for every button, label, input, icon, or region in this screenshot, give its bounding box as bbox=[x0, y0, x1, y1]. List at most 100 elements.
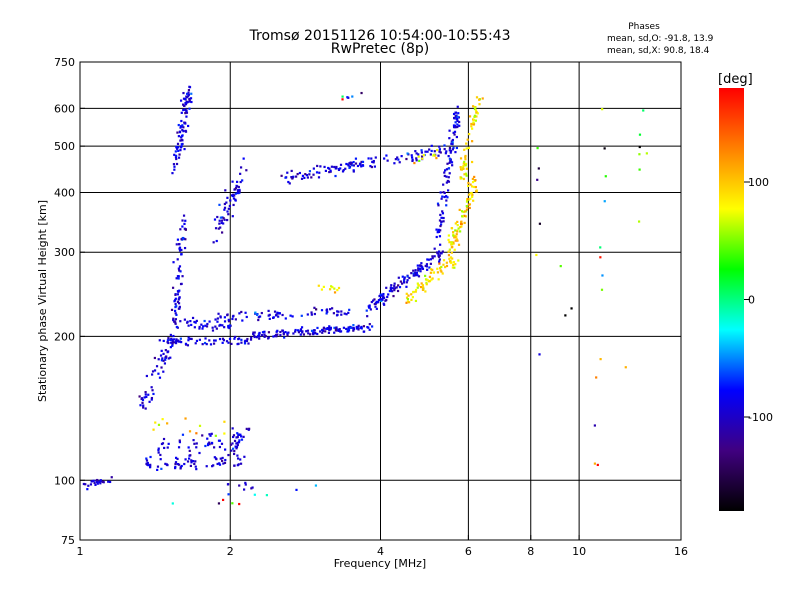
data-point bbox=[441, 250, 444, 253]
data-point bbox=[459, 177, 462, 180]
data-point bbox=[428, 266, 431, 269]
data-point bbox=[466, 138, 469, 141]
data-point bbox=[171, 344, 174, 347]
data-point bbox=[352, 160, 355, 164]
data-point bbox=[451, 143, 454, 146]
data-point bbox=[159, 453, 162, 457]
data-point bbox=[386, 295, 389, 299]
data-point bbox=[454, 121, 457, 124]
data-point bbox=[180, 143, 183, 146]
data-point bbox=[294, 330, 297, 333]
data-point bbox=[194, 460, 197, 463]
chart-title: Tromsø 20151126 10:54:00-10:55:43 bbox=[249, 28, 511, 44]
data-point bbox=[254, 311, 257, 314]
data-point bbox=[288, 182, 291, 185]
data-point bbox=[257, 316, 260, 319]
data-point bbox=[238, 188, 241, 192]
data-point bbox=[333, 165, 336, 169]
data-point bbox=[465, 200, 469, 203]
data-point bbox=[456, 123, 459, 126]
data-point bbox=[141, 401, 144, 404]
data-point bbox=[436, 202, 440, 205]
data-point bbox=[411, 296, 415, 299]
data-point bbox=[424, 290, 427, 293]
data-point bbox=[439, 269, 442, 272]
data-point bbox=[318, 171, 321, 174]
data-point bbox=[253, 334, 256, 337]
data-point bbox=[157, 423, 161, 426]
data-point bbox=[406, 298, 410, 301]
data-point bbox=[174, 321, 177, 324]
data-point bbox=[205, 343, 208, 346]
data-point bbox=[268, 313, 271, 316]
data-point bbox=[361, 160, 365, 163]
x-tick-label: 8 bbox=[527, 545, 534, 558]
data-point bbox=[328, 288, 332, 291]
data-point bbox=[445, 175, 448, 178]
data-point bbox=[431, 277, 434, 280]
data-point bbox=[182, 91, 185, 95]
data-point bbox=[162, 352, 165, 355]
data-point bbox=[352, 326, 355, 330]
data-point bbox=[462, 177, 465, 181]
data-point bbox=[204, 337, 207, 340]
data-point bbox=[442, 191, 445, 194]
data-point bbox=[205, 325, 209, 328]
data-point bbox=[98, 480, 101, 484]
data-point bbox=[453, 117, 456, 120]
data-point bbox=[237, 337, 240, 341]
data-point bbox=[172, 317, 175, 320]
data-point bbox=[171, 341, 174, 344]
data-point bbox=[439, 266, 442, 270]
data-point bbox=[147, 464, 150, 467]
data-point bbox=[455, 233, 458, 236]
data-point bbox=[328, 326, 331, 330]
data-point bbox=[412, 274, 415, 277]
data-point bbox=[422, 287, 425, 290]
data-point bbox=[436, 252, 439, 255]
data-point bbox=[436, 267, 439, 270]
data-point bbox=[257, 333, 260, 336]
data-point bbox=[257, 318, 260, 322]
data-point bbox=[398, 161, 401, 164]
data-point bbox=[183, 246, 187, 250]
data-point bbox=[443, 144, 446, 147]
data-point bbox=[233, 464, 236, 467]
data-point bbox=[235, 445, 239, 449]
data-point bbox=[599, 358, 602, 361]
data-point bbox=[426, 150, 429, 153]
data-point bbox=[157, 449, 160, 452]
data-point bbox=[171, 502, 174, 505]
data-point bbox=[348, 162, 351, 165]
data-point bbox=[169, 338, 172, 341]
data-point bbox=[337, 286, 341, 290]
data-point bbox=[431, 255, 434, 258]
data-point bbox=[478, 103, 481, 106]
data-point bbox=[472, 118, 476, 122]
data-point bbox=[239, 180, 242, 184]
data-point bbox=[274, 314, 278, 317]
data-point bbox=[448, 137, 451, 140]
data-point bbox=[412, 272, 415, 275]
data-point bbox=[175, 157, 178, 161]
data-point bbox=[645, 152, 648, 155]
data-point bbox=[272, 335, 275, 338]
data-point bbox=[339, 167, 342, 170]
data-point bbox=[449, 256, 453, 259]
data-point bbox=[424, 150, 427, 153]
data-point bbox=[457, 243, 461, 246]
data-point bbox=[401, 275, 404, 278]
data-point bbox=[240, 338, 243, 341]
data-point bbox=[445, 261, 448, 264]
data-point bbox=[465, 147, 468, 150]
data-point bbox=[475, 96, 479, 99]
data-point bbox=[221, 341, 224, 344]
data-point bbox=[206, 322, 209, 326]
data-point bbox=[410, 298, 413, 301]
data-point bbox=[601, 274, 604, 277]
data-point bbox=[430, 149, 433, 153]
data-point bbox=[405, 157, 408, 161]
data-point bbox=[429, 271, 432, 274]
data-point bbox=[265, 494, 268, 497]
data-point bbox=[175, 243, 178, 246]
